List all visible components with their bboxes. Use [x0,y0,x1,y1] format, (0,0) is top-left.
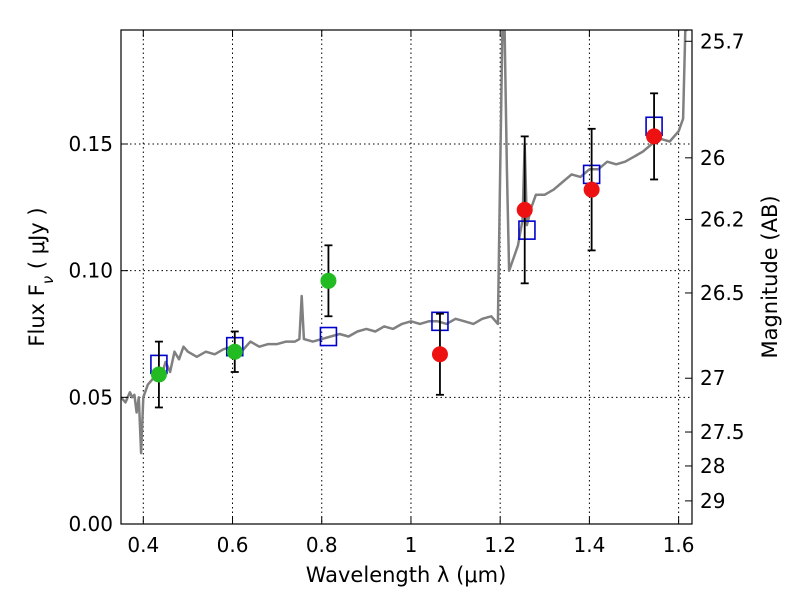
optical-detections-point-1 [226,343,243,360]
y2-tick-label-1: 26 [700,146,725,170]
y2-tick-label-6: 28 [700,454,725,478]
x-tick-label-1: 0.6 [217,533,249,557]
y-axis-title-subscript: ν [39,276,57,284]
model-photometry-point-2 [319,326,338,347]
x-tick-label-4: 1.2 [484,533,516,557]
x-tick-label-5: 1.4 [573,533,605,557]
plot-area [121,30,688,455]
y-axis-title-units: ( μJy ) [25,207,49,275]
plot-frame [120,29,693,525]
y-tick-label-2: 0.10 [68,259,113,283]
infrared-detections-point-0 [431,346,448,363]
y-axis-title-main: Flux F [25,284,49,346]
y-tick-label-3: 0.15 [68,132,113,156]
x-tick-label-6: 1.6 [663,533,695,557]
optical-detections-point-2 [320,272,337,289]
axis-ticks: 0.4 0.6 0.8 1 1.2 1.4 1.6 0.00 0.05 0.10 0.15 25.7 2… [68,29,744,557]
infrared-detections-point-1 [516,201,533,218]
infrared-detections-point-3 [646,128,663,145]
y2-tick-label-7: 29 [700,489,725,513]
y-tick-label-1: 0.05 [68,385,113,409]
grid-lines [121,30,692,525]
x-axis-title: Wavelength λ (μm) [306,563,507,587]
model-photometry-point-4 [518,220,536,240]
y2-tick-label-4: 27 [700,366,725,390]
y-axis-title: Flux Fν ( μJy ) [25,207,57,346]
y2-axis-title: Magnitude (AB) [758,195,782,358]
optical-detections-point-0 [150,366,167,383]
x-tick-label-0: 0.4 [127,533,159,557]
x-tick-label-3: 1 [405,533,418,557]
y2-tick-label-0: 25.7 [700,29,745,53]
y2-tick-label-5: 27.5 [700,420,745,444]
y2-tick-label-2: 26.2 [700,207,745,231]
y2-tick-label-3: 26.5 [700,281,745,305]
y-tick-label-0: 0.00 [68,512,113,536]
infrared-detections-point-2 [583,181,600,198]
template-spectrum-line [121,30,688,455]
x-tick-label-2: 0.8 [306,533,338,557]
